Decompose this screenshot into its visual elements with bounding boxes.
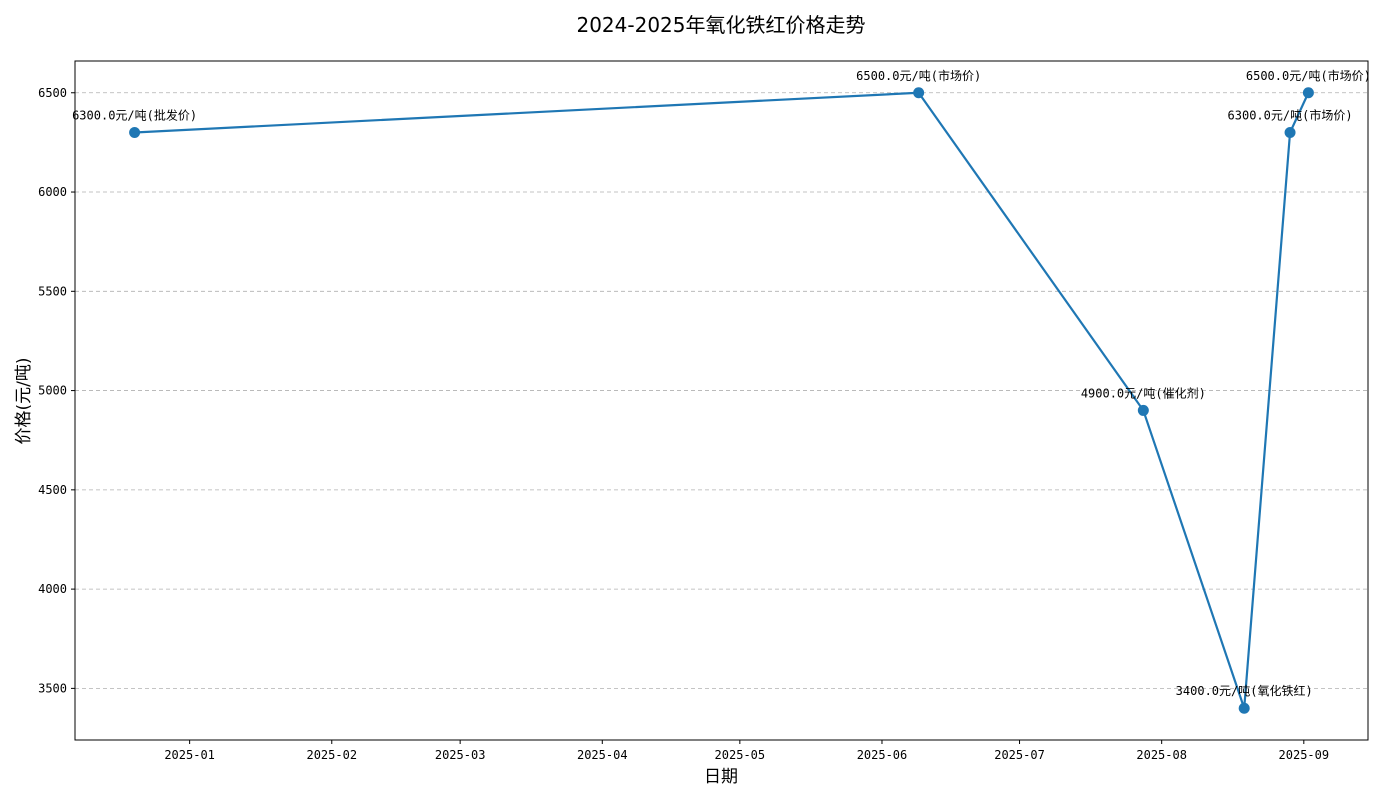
y-tick-label: 6000: [38, 185, 67, 199]
data-label: 6300.0元/吨(市场价): [1228, 107, 1353, 122]
x-tick-label: 2025-09: [1279, 748, 1330, 762]
price-line: [134, 91, 1310, 710]
y-tick-label: 4000: [38, 582, 67, 596]
data-label: 4900.0元/吨(催化剂): [1081, 385, 1206, 400]
y-axis-ticks: 3500 4000 4500 5000 5500 6000 6500: [38, 86, 75, 695]
x-tick-label: 2025-08: [1136, 748, 1187, 762]
x-tick-label: 2025-06: [857, 748, 908, 762]
data-label: 6300.0元/吨(批发价): [72, 107, 197, 122]
x-tick-label: 2025-07: [994, 748, 1045, 762]
y-tick-label: 3500: [38, 681, 67, 695]
data-point: [1137, 404, 1149, 416]
y-axis-label: 价格(元/吨): [14, 358, 34, 445]
data-label: 6500.0元/吨(市场价): [856, 68, 981, 83]
data-point: [1238, 702, 1250, 714]
chart-title: 2024-2025年氧化铁红价格走势: [576, 13, 865, 37]
x-tick-label: 2025-01: [164, 748, 215, 762]
y-tick-label: 4500: [38, 483, 67, 497]
y-tick-label: 6500: [38, 86, 67, 100]
grid-lines: [75, 92, 1368, 689]
data-point: [1302, 87, 1314, 99]
y-tick-label: 5000: [38, 384, 67, 398]
data-label: 6500.0元/吨(市场价): [1246, 68, 1371, 83]
x-tick-label: 2025-02: [306, 748, 357, 762]
data-point: [129, 126, 141, 138]
x-axis-ticks: 2025-01 2025-02 2025-03 2025-04 2025-05 2025-…: [164, 740, 1329, 762]
x-tick-label: 2025-04: [577, 748, 628, 762]
data-label: 3400.0元/吨(氧化铁红): [1176, 683, 1313, 698]
series-line: [134, 91, 1310, 710]
data-labels: 6300.0元/吨(批发价) 6500.0元/吨(市场价) 4900.0元/吨(催化…: [72, 68, 1371, 698]
data-points: [129, 87, 1314, 714]
x-axis-label: 日期: [704, 767, 738, 787]
x-tick-label: 2025-05: [715, 748, 766, 762]
x-tick-label: 2025-03: [435, 748, 486, 762]
data-point: [1284, 126, 1296, 138]
plot-frame: [74, 60, 1369, 741]
y-tick-label: 5500: [38, 284, 67, 298]
data-point: [913, 87, 925, 99]
